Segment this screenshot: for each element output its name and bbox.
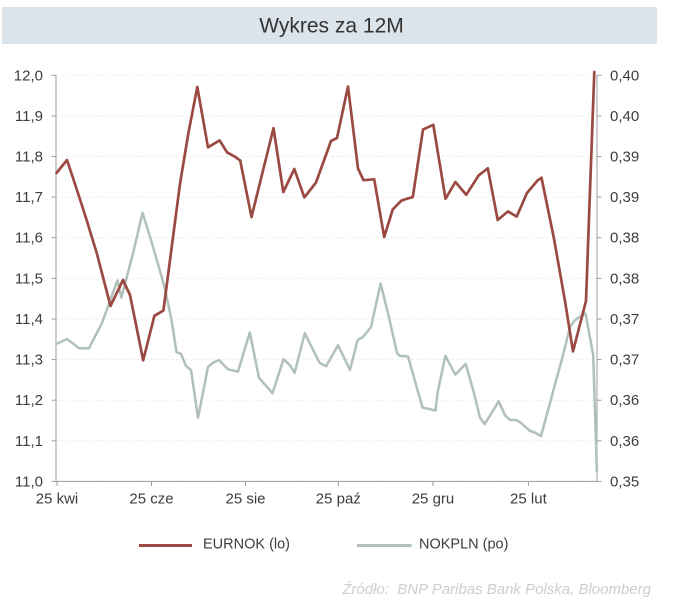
svg-text:12,0: 12,0 [14,67,43,84]
svg-text:EURNOK (lo): EURNOK (lo) [203,537,290,553]
svg-text:0,40: 0,40 [610,108,639,125]
svg-text:0,38: 0,38 [610,230,639,247]
svg-text:11,4: 11,4 [15,311,43,328]
svg-text:0,37: 0,37 [610,311,639,328]
svg-text:11,8: 11,8 [15,149,43,166]
svg-text:11,2: 11,2 [15,392,43,409]
svg-text:0,39: 0,39 [610,189,639,206]
svg-text:25 lut: 25 lut [510,491,548,508]
svg-text:11,9: 11,9 [15,108,43,125]
svg-text:NOKPLN (po): NOKPLN (po) [419,537,508,553]
svg-text:11,3: 11,3 [15,352,43,369]
svg-text:0,36: 0,36 [610,392,639,409]
svg-text:25 cze: 25 cze [129,491,173,508]
svg-text:25 gru: 25 gru [412,491,455,508]
svg-text:11,6: 11,6 [15,230,43,247]
svg-text:11,0: 11,0 [15,473,43,490]
svg-text:11,7: 11,7 [15,189,43,206]
svg-text:25 sie: 25 sie [225,491,265,508]
svg-text:25 kwi: 25 kwi [36,491,79,508]
svg-text:0,35: 0,35 [610,473,639,490]
svg-text:Źródło: BNP Paribas Bank Pols: Źródło: BNP Paribas Bank Polska, Bloombe… [341,581,651,598]
svg-text:0,39: 0,39 [610,149,639,166]
svg-text:Wykres za 12M: Wykres za 12M [259,15,404,38]
svg-text:0,40: 0,40 [610,67,639,84]
svg-text:0,37: 0,37 [610,352,639,369]
svg-text:0,36: 0,36 [610,433,639,450]
svg-text:25 paź: 25 paź [316,491,361,508]
svg-text:11,5: 11,5 [15,270,43,287]
svg-text:11,1: 11,1 [15,433,43,450]
svg-text:0,38: 0,38 [610,270,639,287]
